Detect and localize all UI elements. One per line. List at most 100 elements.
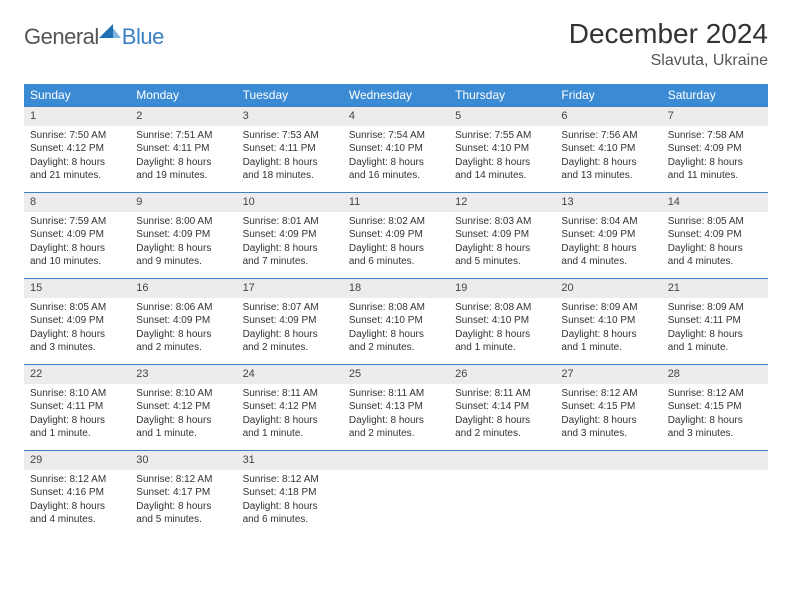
calendar-cell: 16Sunrise: 8:06 AMSunset: 4:09 PMDayligh…	[130, 279, 236, 365]
sunset-text: Sunset: 4:11 PM	[136, 142, 230, 156]
sunrise-text: Sunrise: 8:01 AM	[243, 215, 337, 229]
calendar-row: 15Sunrise: 8:05 AMSunset: 4:09 PMDayligh…	[24, 279, 768, 365]
sunset-text: Sunset: 4:09 PM	[136, 228, 230, 242]
day-number: 5	[449, 107, 555, 126]
day-info: Sunrise: 8:08 AMSunset: 4:10 PMDaylight:…	[343, 298, 449, 359]
daylight-text: Daylight: 8 hours and 16 minutes.	[349, 156, 443, 183]
calendar-cell	[662, 451, 768, 537]
sunrise-text: Sunrise: 7:59 AM	[30, 215, 124, 229]
calendar-cell: 1Sunrise: 7:50 AMSunset: 4:12 PMDaylight…	[24, 107, 130, 193]
daylight-text: Daylight: 8 hours and 7 minutes.	[243, 242, 337, 269]
day-number: 8	[24, 193, 130, 212]
sunset-text: Sunset: 4:18 PM	[243, 486, 337, 500]
sunset-text: Sunset: 4:09 PM	[30, 314, 124, 328]
day-number: 30	[130, 451, 236, 470]
weekday-header-row: Sunday Monday Tuesday Wednesday Thursday…	[24, 84, 768, 107]
day-number: 22	[24, 365, 130, 384]
day-number: 14	[662, 193, 768, 212]
day-info: Sunrise: 8:12 AMSunset: 4:15 PMDaylight:…	[662, 384, 768, 445]
calendar-cell: 7Sunrise: 7:58 AMSunset: 4:09 PMDaylight…	[662, 107, 768, 193]
weekday-header: Saturday	[662, 84, 768, 107]
sunrise-text: Sunrise: 8:05 AM	[668, 215, 762, 229]
sunset-text: Sunset: 4:09 PM	[136, 314, 230, 328]
day-info: Sunrise: 8:03 AMSunset: 4:09 PMDaylight:…	[449, 212, 555, 273]
sunset-text: Sunset: 4:10 PM	[455, 142, 549, 156]
daylight-text: Daylight: 8 hours and 5 minutes.	[136, 500, 230, 527]
daylight-text: Daylight: 8 hours and 14 minutes.	[455, 156, 549, 183]
sunset-text: Sunset: 4:10 PM	[561, 314, 655, 328]
day-number	[662, 451, 768, 470]
day-info: Sunrise: 8:11 AMSunset: 4:12 PMDaylight:…	[237, 384, 343, 445]
sunrise-text: Sunrise: 8:03 AM	[455, 215, 549, 229]
calendar-row: 22Sunrise: 8:10 AMSunset: 4:11 PMDayligh…	[24, 365, 768, 451]
sunrise-text: Sunrise: 7:51 AM	[136, 129, 230, 143]
day-number: 15	[24, 279, 130, 298]
calendar-cell: 19Sunrise: 8:08 AMSunset: 4:10 PMDayligh…	[449, 279, 555, 365]
sunset-text: Sunset: 4:10 PM	[349, 314, 443, 328]
day-info: Sunrise: 8:05 AMSunset: 4:09 PMDaylight:…	[24, 298, 130, 359]
day-number: 27	[555, 365, 661, 384]
sunset-text: Sunset: 4:09 PM	[349, 228, 443, 242]
sunrise-text: Sunrise: 8:05 AM	[30, 301, 124, 315]
weekday-header: Thursday	[449, 84, 555, 107]
day-number: 31	[237, 451, 343, 470]
sunrise-text: Sunrise: 8:09 AM	[561, 301, 655, 315]
day-info: Sunrise: 8:00 AMSunset: 4:09 PMDaylight:…	[130, 212, 236, 273]
daylight-text: Daylight: 8 hours and 3 minutes.	[561, 414, 655, 441]
day-info: Sunrise: 8:07 AMSunset: 4:09 PMDaylight:…	[237, 298, 343, 359]
sunset-text: Sunset: 4:09 PM	[30, 228, 124, 242]
sunrise-text: Sunrise: 8:11 AM	[455, 387, 549, 401]
calendar-cell	[449, 451, 555, 537]
calendar-cell: 28Sunrise: 8:12 AMSunset: 4:15 PMDayligh…	[662, 365, 768, 451]
calendar-table: Sunday Monday Tuesday Wednesday Thursday…	[24, 84, 768, 537]
calendar-cell: 29Sunrise: 8:12 AMSunset: 4:16 PMDayligh…	[24, 451, 130, 537]
day-number: 3	[237, 107, 343, 126]
calendar-cell: 31Sunrise: 8:12 AMSunset: 4:18 PMDayligh…	[237, 451, 343, 537]
day-info: Sunrise: 8:06 AMSunset: 4:09 PMDaylight:…	[130, 298, 236, 359]
day-info: Sunrise: 7:51 AMSunset: 4:11 PMDaylight:…	[130, 126, 236, 187]
daylight-text: Daylight: 8 hours and 1 minute.	[136, 414, 230, 441]
sunset-text: Sunset: 4:09 PM	[243, 228, 337, 242]
logo-text-blue: Blue	[122, 24, 164, 50]
sunset-text: Sunset: 4:17 PM	[136, 486, 230, 500]
sunrise-text: Sunrise: 7:54 AM	[349, 129, 443, 143]
calendar-cell: 22Sunrise: 8:10 AMSunset: 4:11 PMDayligh…	[24, 365, 130, 451]
sunrise-text: Sunrise: 8:09 AM	[668, 301, 762, 315]
day-number: 29	[24, 451, 130, 470]
sunrise-text: Sunrise: 7:50 AM	[30, 129, 124, 143]
day-info: Sunrise: 8:10 AMSunset: 4:11 PMDaylight:…	[24, 384, 130, 445]
calendar-cell	[555, 451, 661, 537]
calendar-cell: 4Sunrise: 7:54 AMSunset: 4:10 PMDaylight…	[343, 107, 449, 193]
day-number: 11	[343, 193, 449, 212]
sunset-text: Sunset: 4:09 PM	[243, 314, 337, 328]
daylight-text: Daylight: 8 hours and 18 minutes.	[243, 156, 337, 183]
daylight-text: Daylight: 8 hours and 1 minute.	[30, 414, 124, 441]
calendar-cell: 11Sunrise: 8:02 AMSunset: 4:09 PMDayligh…	[343, 193, 449, 279]
sunrise-text: Sunrise: 8:06 AM	[136, 301, 230, 315]
sunset-text: Sunset: 4:10 PM	[561, 142, 655, 156]
daylight-text: Daylight: 8 hours and 3 minutes.	[668, 414, 762, 441]
sunrise-text: Sunrise: 7:56 AM	[561, 129, 655, 143]
calendar-cell: 21Sunrise: 8:09 AMSunset: 4:11 PMDayligh…	[662, 279, 768, 365]
day-info: Sunrise: 8:11 AMSunset: 4:13 PMDaylight:…	[343, 384, 449, 445]
weekday-header: Wednesday	[343, 84, 449, 107]
day-info: Sunrise: 8:08 AMSunset: 4:10 PMDaylight:…	[449, 298, 555, 359]
day-info: Sunrise: 7:55 AMSunset: 4:10 PMDaylight:…	[449, 126, 555, 187]
sunset-text: Sunset: 4:16 PM	[30, 486, 124, 500]
day-number: 6	[555, 107, 661, 126]
daylight-text: Daylight: 8 hours and 4 minutes.	[30, 500, 124, 527]
day-number: 13	[555, 193, 661, 212]
sunrise-text: Sunrise: 8:12 AM	[668, 387, 762, 401]
daylight-text: Daylight: 8 hours and 19 minutes.	[136, 156, 230, 183]
day-number: 7	[662, 107, 768, 126]
sunrise-text: Sunrise: 7:55 AM	[455, 129, 549, 143]
page-title: December 2024	[569, 18, 768, 50]
day-number: 1	[24, 107, 130, 126]
day-info: Sunrise: 8:01 AMSunset: 4:09 PMDaylight:…	[237, 212, 343, 273]
day-info: Sunrise: 8:12 AMSunset: 4:15 PMDaylight:…	[555, 384, 661, 445]
day-info: Sunrise: 8:05 AMSunset: 4:09 PMDaylight:…	[662, 212, 768, 273]
daylight-text: Daylight: 8 hours and 2 minutes.	[349, 328, 443, 355]
weekday-header: Tuesday	[237, 84, 343, 107]
day-info: Sunrise: 7:53 AMSunset: 4:11 PMDaylight:…	[237, 126, 343, 187]
day-info: Sunrise: 8:09 AMSunset: 4:10 PMDaylight:…	[555, 298, 661, 359]
